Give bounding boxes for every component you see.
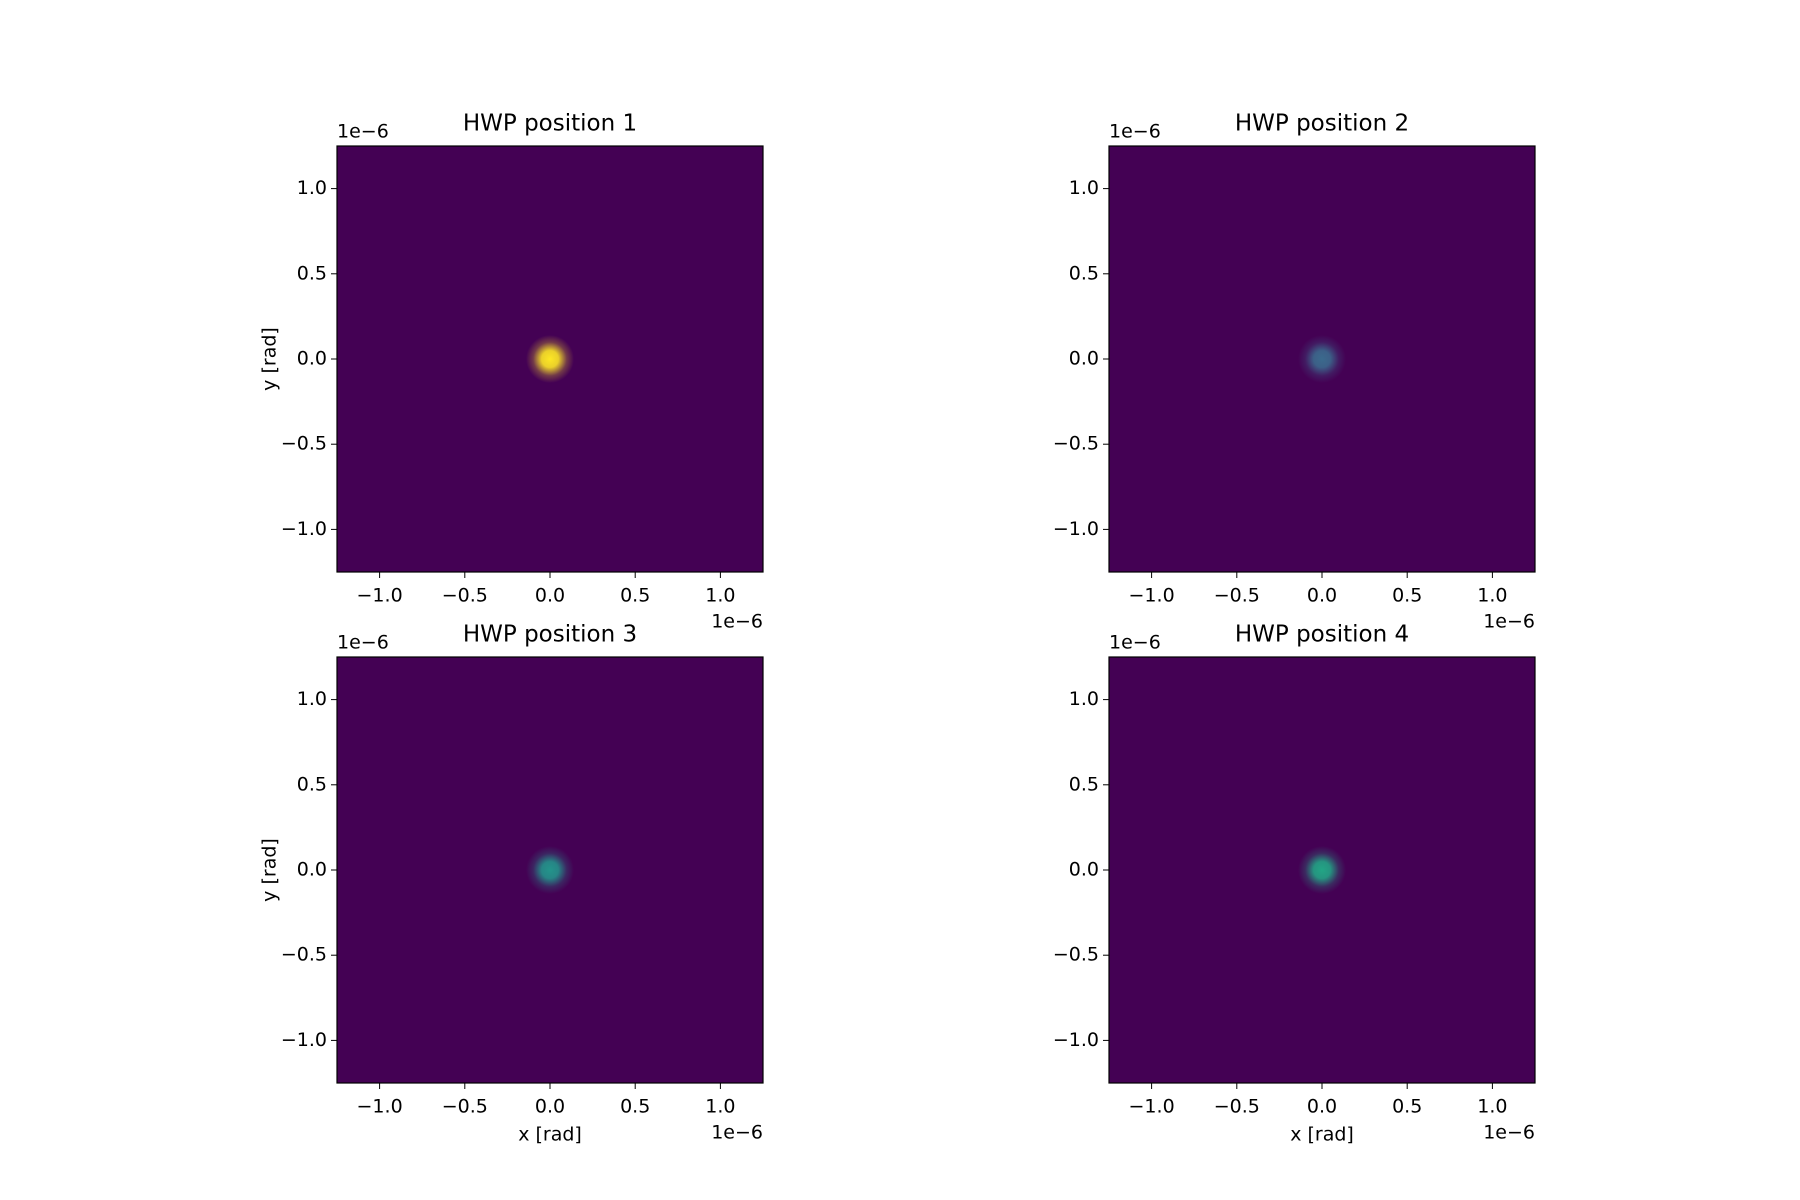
x-tick-label: 0.0 <box>1307 585 1337 607</box>
axes-title: HWP position 2 <box>1235 111 1409 137</box>
y-tick-label: 0.5 <box>1069 262 1099 284</box>
x-tick-label: −0.5 <box>442 585 488 607</box>
y-offset-text: 1e−6 <box>337 121 389 143</box>
y-tick-label: 0.0 <box>1069 859 1099 881</box>
y-tick-label: −0.5 <box>281 433 327 455</box>
x-tick-label: −1.0 <box>1129 585 1175 607</box>
x-offset-text: 1e−6 <box>1483 1122 1535 1144</box>
x-tick-label: 1.0 <box>1477 1096 1507 1118</box>
intensity-peak <box>526 335 574 383</box>
x-tick-label: 0.0 <box>535 585 565 607</box>
y-tick-label: 0.5 <box>297 773 327 795</box>
x-tick-label: 0.5 <box>1392 1096 1422 1118</box>
x-axis-label: x [rad] <box>518 1124 582 1146</box>
x-tick-label: −0.5 <box>1214 585 1260 607</box>
y-tick-label: −0.5 <box>281 944 327 966</box>
x-tick-label: 1.0 <box>705 585 735 607</box>
y-tick-label: 0.0 <box>297 859 327 881</box>
y-offset-text: 1e−6 <box>1109 632 1161 654</box>
x-tick-label: −1.0 <box>357 1096 403 1118</box>
y-offset-text: 1e−6 <box>1109 121 1161 143</box>
y-tick-label: −1.0 <box>281 1029 327 1051</box>
y-axis-label: y [rad] <box>259 327 281 391</box>
x-tick-label: 0.5 <box>620 1096 650 1118</box>
axes-title: HWP position 1 <box>463 111 637 137</box>
x-tick-label: 0.0 <box>535 1096 565 1118</box>
intensity-peak <box>1298 846 1346 894</box>
y-tick-label: −1.0 <box>1053 1029 1099 1051</box>
axes-title: HWP position 4 <box>1235 622 1409 648</box>
y-tick-label: 0.5 <box>297 262 327 284</box>
x-tick-label: 0.5 <box>1392 585 1422 607</box>
y-tick-label: 0.5 <box>1069 773 1099 795</box>
y-tick-label: 1.0 <box>297 688 327 710</box>
y-tick-label: 1.0 <box>1069 688 1099 710</box>
x-tick-label: −1.0 <box>357 585 403 607</box>
y-tick-label: −1.0 <box>281 518 327 540</box>
y-tick-label: 0.0 <box>1069 348 1099 370</box>
x-tick-label: −0.5 <box>442 1096 488 1118</box>
x-tick-label: 0.5 <box>620 585 650 607</box>
x-offset-text: 1e−6 <box>711 611 763 633</box>
y-tick-label: 1.0 <box>1069 177 1099 199</box>
x-offset-text: 1e−6 <box>711 1122 763 1144</box>
intensity-peak <box>1298 335 1346 383</box>
y-tick-label: −1.0 <box>1053 518 1099 540</box>
y-tick-label: 1.0 <box>297 177 327 199</box>
x-tick-label: 1.0 <box>705 1096 735 1118</box>
axes-title: HWP position 3 <box>463 622 637 648</box>
intensity-peak <box>526 846 574 894</box>
x-tick-label: 1.0 <box>1477 585 1507 607</box>
y-tick-label: −0.5 <box>1053 944 1099 966</box>
y-offset-text: 1e−6 <box>337 632 389 654</box>
x-tick-label: −1.0 <box>1129 1096 1175 1118</box>
x-tick-label: −0.5 <box>1214 1096 1260 1118</box>
x-axis-label: x [rad] <box>1290 1124 1354 1146</box>
y-tick-label: 0.0 <box>297 348 327 370</box>
y-tick-label: −0.5 <box>1053 433 1099 455</box>
x-tick-label: 0.0 <box>1307 1096 1337 1118</box>
y-axis-label: y [rad] <box>259 838 281 902</box>
x-offset-text: 1e−6 <box>1483 611 1535 633</box>
